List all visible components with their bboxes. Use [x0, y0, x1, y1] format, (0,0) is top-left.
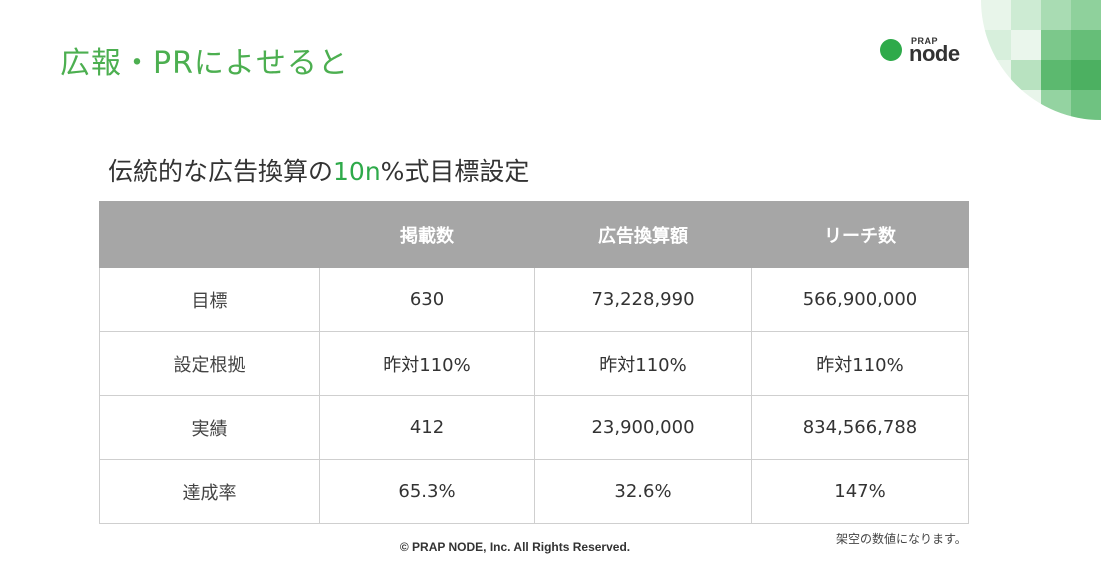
table-cell: 32.6%: [534, 459, 752, 524]
header-empty: [99, 201, 320, 268]
row-label: 目標: [99, 267, 320, 332]
table-cell: 73,228,990: [534, 267, 752, 332]
section-subtitle: 伝統的な広告換算の10n%式目標設定: [108, 152, 529, 188]
fictional-values-note: 架空の数値になります。: [836, 532, 967, 546]
table-cell: 147%: [751, 459, 969, 524]
table-row: 目標 630 73,228,990 566,900,000: [99, 267, 969, 332]
copyright-footer: © PRAP NODE, Inc. All Rights Reserved.: [399, 540, 631, 554]
table-row: 設定根拠 昨対110% 昨対110% 昨対110%: [99, 331, 969, 396]
header-reach: リーチ数: [751, 201, 969, 268]
corner-decoration-icon: [981, 0, 1101, 120]
target-table: 掲載数 広告換算額 リーチ数 目標 630 73,228,990 566,900…: [99, 201, 969, 524]
row-label: 設定根拠: [99, 331, 320, 396]
table-cell: 412: [319, 395, 535, 460]
logo-wordmark: node: [909, 41, 960, 66]
header-placements: 掲載数: [319, 201, 535, 268]
logo-small-text: PRAP: [911, 36, 939, 46]
subtitle-before: 伝統的な広告換算の: [108, 157, 334, 186]
subtitle-after: %式目標設定: [380, 157, 530, 186]
brand-logo: PRAP node: [880, 36, 980, 66]
row-label: 実績: [99, 395, 320, 460]
table-cell: 834,566,788: [751, 395, 969, 460]
table-cell: 昨対110%: [751, 331, 969, 396]
table-cell: 630: [319, 267, 535, 332]
header-ad-value: 広告換算額: [534, 201, 752, 268]
subtitle-accent: 10n: [333, 157, 381, 186]
table-cell: 65.3%: [319, 459, 535, 524]
table-row: 達成率 65.3% 32.6% 147%: [99, 459, 969, 524]
logo-dot-icon: [880, 39, 902, 61]
table-cell: 昨対110%: [534, 331, 752, 396]
table-cell: 566,900,000: [751, 267, 969, 332]
page-title: 広報・PRによせると: [60, 46, 349, 81]
table-row: 実績 412 23,900,000 834,566,788: [99, 395, 969, 460]
table-cell: 昨対110%: [319, 331, 535, 396]
table-header-row: 掲載数 広告換算額 リーチ数: [99, 201, 969, 268]
table-cell: 23,900,000: [534, 395, 752, 460]
row-label: 達成率: [99, 459, 320, 524]
